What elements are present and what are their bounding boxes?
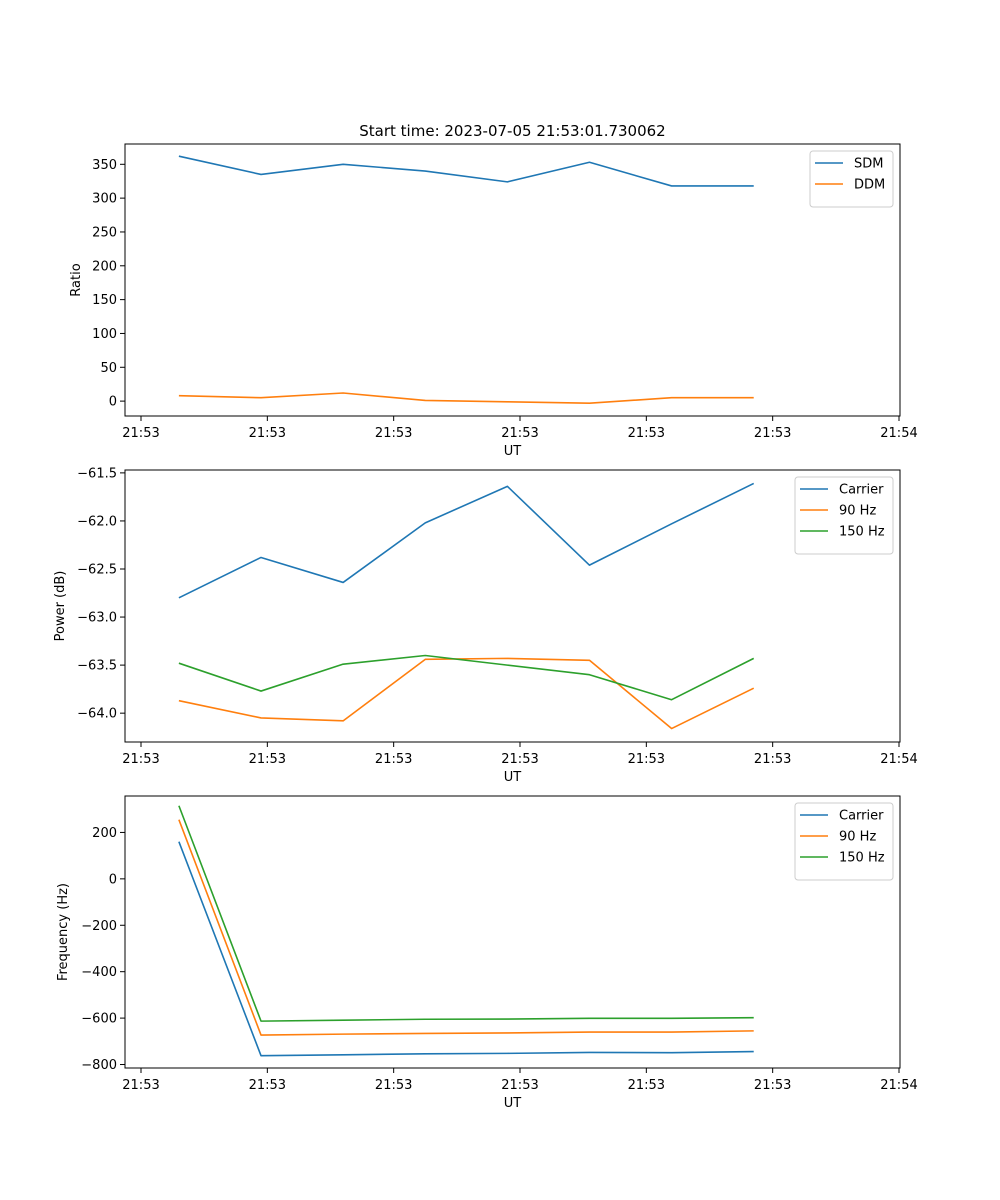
x-tick-label: 21:53: [754, 752, 791, 767]
y-tick-label: 0: [109, 872, 117, 887]
frequency-panel: 21:53 21:53 21:53 21:53 21:53 21:53 21:54 −800 −…: [56, 795, 918, 1111]
y-tick-label: 200: [92, 259, 117, 274]
plot-area-frame: [124, 469, 901, 743]
x-axis-label: UT: [504, 444, 522, 459]
y-axis-label: Frequency (Hz): [56, 883, 71, 981]
x-tick-label: 21:53: [628, 1078, 665, 1093]
x-tick-label: 21:54: [880, 1078, 917, 1093]
figure-title: Start time: 2023-07-05 21:53:01.730062: [359, 122, 665, 140]
y-tick-label: 250: [92, 225, 117, 240]
x-tick-label: 21:53: [375, 1078, 412, 1093]
series-line-150-hz: [178, 805, 754, 1022]
y-tick-label: 150: [92, 293, 117, 308]
legend-label: Carrier: [839, 483, 884, 498]
legend-label: DDM: [854, 178, 885, 193]
x-tick-label: 21:53: [249, 752, 286, 767]
legend-box: [794, 802, 894, 881]
y-axis-label: Power (dB): [53, 571, 68, 642]
x-tick-label: 21:53: [375, 752, 412, 767]
y-tick-label: 100: [92, 327, 117, 342]
series-line-carrier: [178, 482, 755, 599]
y-tick-label: −600: [81, 1012, 117, 1027]
y-tick-label: 50: [100, 361, 117, 376]
x-tick-label: 21:53: [628, 426, 665, 441]
x-tick-label: 21:53: [375, 426, 412, 441]
y-tick-label: −63.5: [77, 659, 117, 674]
series-line-90-hz: [178, 819, 754, 1036]
series-line-150-hz: [178, 654, 755, 701]
y-tick-label: −62.5: [77, 562, 117, 577]
y-tick-label: −800: [81, 1058, 117, 1073]
y-tick-label: −400: [81, 965, 117, 980]
y-tick-label: −200: [81, 919, 117, 934]
plot-area-frame: [124, 143, 901, 417]
x-tick-label: 21:53: [249, 426, 286, 441]
x-tick-label: 21:53: [754, 1078, 791, 1093]
y-tick-label: −63.0: [77, 611, 117, 626]
y-tick-label: −62.0: [77, 514, 117, 529]
legend-box: [794, 476, 894, 555]
x-axis-label: UT: [504, 1096, 522, 1111]
y-tick-label: 0: [109, 395, 117, 410]
legend-label: 150 Hz: [839, 851, 885, 866]
legend-label: Carrier: [839, 809, 884, 824]
y-tick-label: 300: [92, 192, 117, 207]
x-tick-label: 21:53: [628, 752, 665, 767]
x-tick-label: 21:54: [880, 426, 917, 441]
x-tick-label: 21:53: [249, 1078, 286, 1093]
power-panel: 21:53 21:53 21:53 21:53 21:53 21:53 21:54 −64.0…: [53, 466, 918, 785]
series-line-sdm: [178, 155, 754, 187]
legend-label: 90 Hz: [839, 830, 876, 845]
legend-label: SDM: [854, 157, 883, 172]
x-tick-label: 21:53: [122, 1078, 159, 1093]
x-tick-label: 21:53: [501, 752, 538, 767]
y-axis-label: Ratio: [69, 263, 84, 296]
y-tick-label: 200: [92, 826, 117, 841]
plot-area-frame: [124, 795, 901, 1069]
legend-box: [809, 150, 894, 208]
series-line-90-hz: [178, 657, 755, 730]
legend-label: 90 Hz: [839, 504, 876, 519]
x-tick-label: 21:53: [501, 426, 538, 441]
x-tick-label: 21:53: [122, 426, 159, 441]
series-line-carrier: [178, 841, 754, 1057]
y-tick-label: −64.0: [77, 707, 117, 722]
y-tick-label: 350: [92, 158, 117, 173]
x-axis-label: UT: [504, 770, 522, 785]
x-tick-label: 21:54: [880, 752, 917, 767]
x-tick-label: 21:53: [501, 1078, 538, 1093]
x-tick-label: 21:53: [122, 752, 159, 767]
series-line-ddm: [178, 392, 754, 404]
x-tick-label: 21:53: [754, 426, 791, 441]
y-tick-label: −61.5: [77, 466, 117, 481]
legend-label: 150 Hz: [839, 525, 885, 540]
ratio-panel: 21:53 21:53 21:53 21:53 21:53 21:53 21:54 0 50 10…: [69, 143, 918, 459]
